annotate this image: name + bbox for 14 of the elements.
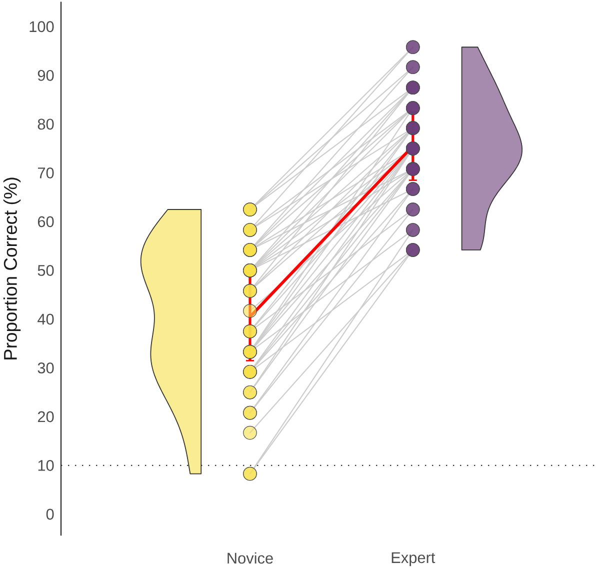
y-tick-label: 40	[38, 314, 54, 325]
y-tick-label: 30	[38, 362, 54, 374]
y-tick-label: 80	[38, 118, 54, 130]
x-tick-label: Novice	[228, 552, 273, 564]
y-tick-label: 20	[38, 411, 54, 422]
y-tick-label: 90	[38, 70, 54, 81]
y-tick-label: 50	[38, 264, 54, 276]
y-tick-label: 60	[38, 216, 54, 228]
y-tick-label: 100	[30, 21, 54, 32]
x-tick-label: Expert	[392, 552, 436, 566]
y-axis-title: Proportion Correct (%)	[3, 178, 21, 360]
y-tick-label: 10	[38, 460, 54, 471]
y-tick-label: 70	[38, 167, 54, 178]
y-tick-label: 0	[46, 508, 54, 520]
